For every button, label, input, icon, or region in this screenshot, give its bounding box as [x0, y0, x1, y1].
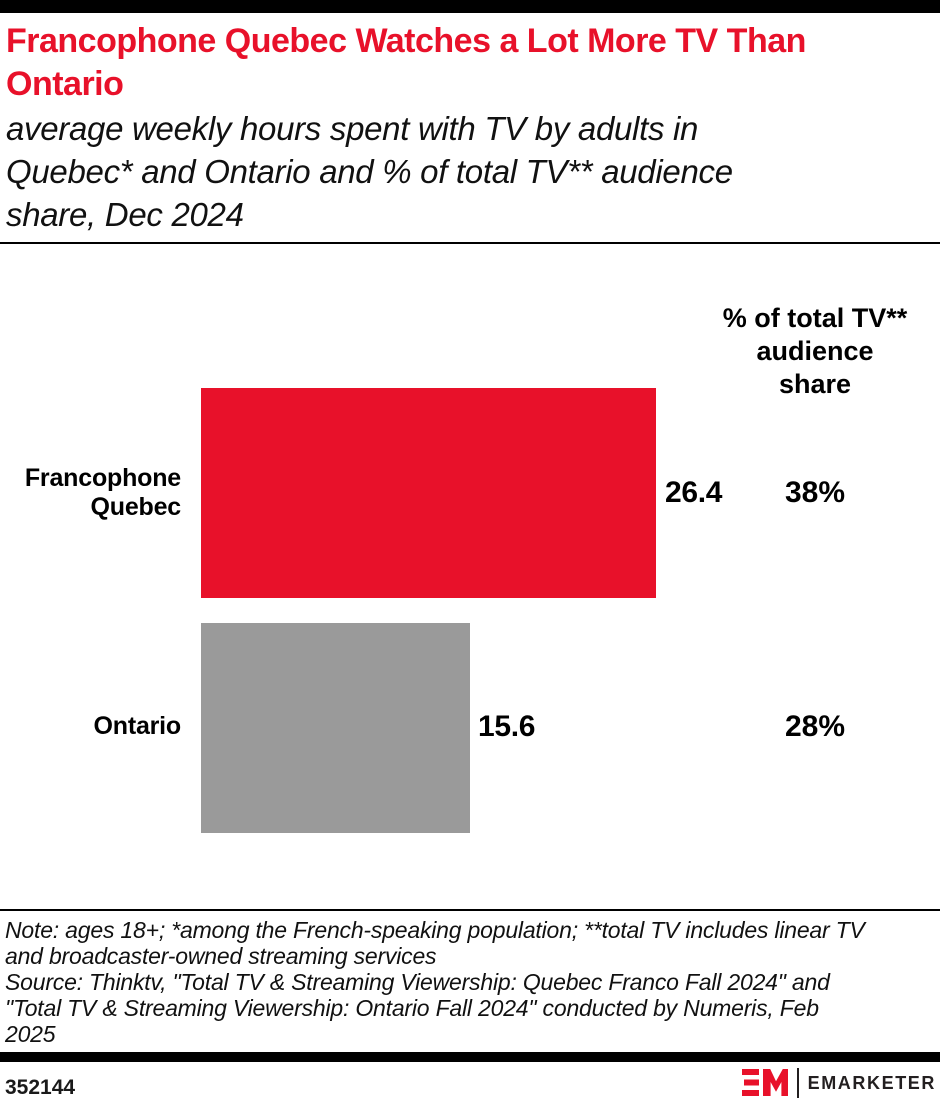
category-label-line: Francophone	[24, 464, 181, 492]
top-accent-bar	[0, 0, 940, 13]
subtitle-line: Quebec* and Ontario and % of total TV** …	[6, 153, 733, 190]
bar-ontario	[201, 623, 470, 833]
header-divider	[0, 242, 940, 244]
note-line: Source: Thinktv, "Total TV & Streaming V…	[5, 969, 830, 995]
category-label-ontario: Ontario	[0, 712, 182, 741]
logo-divider	[796, 1068, 799, 1098]
value-label-ontario: 15.6	[478, 710, 536, 743]
note-source-text: Note: ages 18+; *among the French-speaki…	[5, 917, 938, 1047]
emarketer-monogram-icon	[741, 1069, 788, 1096]
bottom-accent-bar	[0, 1052, 940, 1062]
chart-id: 352144	[5, 1076, 76, 1099]
share-label-francophone-quebec: 38%	[784, 476, 846, 509]
share-header-line: audience	[756, 336, 874, 366]
note-line: "Total TV & Streaming Viewership: Ontari…	[5, 995, 819, 1021]
chart-subtitle: average weekly hours spent with TV by ad…	[6, 107, 936, 236]
subtitle-line: share, Dec 2024	[6, 196, 244, 233]
emarketer-wordmark: EMARKETER	[807, 1072, 936, 1093]
share-header-line: % of total TV**	[722, 303, 908, 333]
value-label-francophone-quebec: 26.4	[665, 476, 723, 509]
subtitle-line: average weekly hours spent with TV by ad…	[6, 110, 699, 147]
category-label-francophone-quebec: Francophone Quebec	[0, 464, 181, 522]
share-header-line: share	[778, 369, 852, 399]
notes-divider	[0, 909, 940, 911]
category-label-line: Ontario	[93, 712, 182, 740]
category-label-line: Quebec	[90, 493, 182, 521]
share-label-ontario: 28%	[784, 710, 846, 743]
emarketer-logo: EMARKETER	[741, 1066, 936, 1100]
bar-francophone-quebec	[201, 388, 656, 598]
page-title: Francophone Quebec Watches a Lot More TV…	[6, 22, 806, 103]
note-line: Note: ages 18+; *among the French-speaki…	[5, 917, 865, 943]
note-line: and broadcaster-owned streaming services	[5, 943, 437, 969]
note-line: 2025	[5, 1021, 56, 1047]
share-column-header: % of total TV** audience share	[720, 302, 910, 401]
